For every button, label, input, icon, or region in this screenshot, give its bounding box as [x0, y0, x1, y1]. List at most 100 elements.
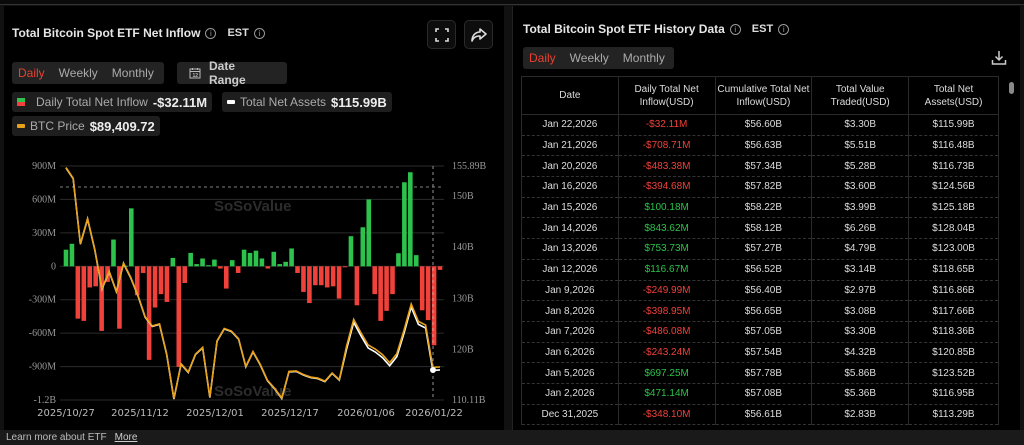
table-row[interactable]: Jan 16,2026 -$394.68M $57.82B $3.60B $124.56…: [521, 176, 999, 198]
inflow-bar[interactable]: [146, 266, 152, 360]
inflow-bar[interactable]: [330, 266, 336, 287]
inflow-bar[interactable]: [229, 260, 235, 267]
inflow-bar[interactable]: [372, 266, 377, 295]
download-button[interactable]: [991, 50, 1007, 71]
inflow-bar[interactable]: [63, 249, 69, 267]
inflow-bar[interactable]: [295, 266, 300, 273]
inflow-bar[interactable]: [194, 264, 199, 267]
info-icon[interactable]: i: [205, 27, 217, 39]
tab-monthly[interactable]: Monthly: [622, 51, 665, 65]
inflow-bar[interactable]: [431, 266, 437, 346]
table-row[interactable]: Jan 21,2026 -$708.71M $56.63B $5.51B $116.48…: [521, 135, 999, 157]
inflow-bar[interactable]: [75, 266, 81, 319]
inflow-bar[interactable]: [378, 266, 383, 321]
inflow-bar[interactable]: [313, 266, 318, 286]
inflow-bar[interactable]: [117, 266, 122, 329]
inflow-bar[interactable]: [396, 253, 401, 267]
tab-monthly[interactable]: Monthly: [111, 66, 154, 80]
col-value-traded[interactable]: Total Value Traded(USD): [811, 76, 910, 115]
inflow-bar[interactable]: [402, 182, 407, 267]
inflow-bar[interactable]: [241, 249, 247, 267]
table-row[interactable]: Jan 9,2026 -$249.99M $56.40B $2.97B $116.86B: [521, 280, 999, 302]
inflow-bar[interactable]: [408, 172, 413, 267]
table-row[interactable]: Jan 12,2026 $116.67M $56.52B $3.14B $118.65B: [521, 259, 999, 281]
table-row[interactable]: Jan 20,2026 -$483.38M $57.34B $5.28B $116.73…: [521, 155, 999, 178]
fullscreen-button[interactable]: [427, 20, 456, 49]
inflow-bar[interactable]: [336, 266, 342, 299]
inflow-bar[interactable]: [134, 266, 140, 296]
table-row[interactable]: Jan 8,2026 -$398.95M $56.65B $3.08B $117.66B: [521, 300, 999, 322]
inflow-bar[interactable]: [158, 266, 164, 295]
table-row[interactable]: Jan 14,2026 $843.62M $58.12B $6.26B $128.04B: [521, 217, 999, 240]
table-row[interactable]: Jan 6,2026 -$243.24M $57.54B $4.32B $120.85B: [521, 342, 999, 364]
inflow-bar[interactable]: [206, 265, 211, 267]
table-row[interactable]: Jan 13,2026 $753.73M $57.27B $4.79B $123.00B: [521, 238, 999, 260]
inflow-bar[interactable]: [129, 208, 134, 267]
inflow-bar[interactable]: [223, 266, 229, 289]
inflow-bar[interactable]: [140, 266, 146, 273]
inflow-bar[interactable]: [265, 266, 271, 269]
inflow-bar[interactable]: [354, 266, 360, 306]
inflow-bar[interactable]: [69, 243, 75, 267]
date-range-button[interactable]: 12 Date Range: [177, 59, 287, 87]
inflow-bar[interactable]: [318, 266, 324, 286]
inflow-bar[interactable]: [164, 266, 170, 302]
inflow-bar[interactable]: [324, 266, 330, 288]
inflow-bar[interactable]: [235, 266, 241, 273]
info-icon[interactable]: i: [729, 23, 741, 35]
inflow-bar[interactable]: [218, 266, 223, 269]
legend-net-inflow[interactable]: Daily Total Net Inflow -$32.11M: [12, 92, 213, 112]
inflow-bar[interactable]: [419, 266, 425, 311]
table-row[interactable]: Dec 31,2025 -$348.10M $56.61B $2.83B $113.29…: [521, 404, 999, 426]
inflow-bar[interactable]: [390, 266, 395, 295]
inflow-bar[interactable]: [99, 266, 104, 331]
more-link[interactable]: More: [114, 432, 138, 443]
inflow-bar[interactable]: [301, 266, 306, 292]
table-row[interactable]: Jan 15,2026 $100.18M $58.22B $3.99B $125.18B: [521, 197, 999, 219]
inflow-bar[interactable]: [188, 252, 193, 267]
inflow-bar[interactable]: [247, 252, 253, 267]
table-row[interactable]: Jan 22,2026 -$32.11M $56.60B $3.30B $115.99B: [521, 114, 999, 136]
legend-btc-price[interactable]: BTC Price $89,409.72: [12, 116, 160, 136]
inflow-bar[interactable]: [413, 255, 419, 267]
table-row[interactable]: Jan 2,2026 $471.14M $57.08B $5.36B $116.95B: [521, 383, 999, 405]
timezone-info-icon[interactable]: i: [778, 23, 790, 35]
share-button[interactable]: [464, 20, 493, 49]
inflow-bar[interactable]: [212, 259, 217, 267]
inflow-bar[interactable]: [277, 264, 283, 267]
inflow-bar[interactable]: [253, 250, 259, 267]
inflow-bar[interactable]: [170, 257, 176, 267]
inflow-bar[interactable]: [366, 199, 372, 267]
inflow-bar[interactable]: [283, 261, 288, 267]
inflow-bar[interactable]: [182, 266, 188, 283]
tab-weekly[interactable]: Weekly: [58, 66, 98, 80]
inflow-bar[interactable]: [342, 266, 348, 268]
legend-net-assets[interactable]: Total Net Assets $115.99B: [222, 92, 392, 112]
inflow-bar[interactable]: [259, 258, 265, 267]
inflow-bar[interactable]: [87, 266, 93, 288]
inflow-bar[interactable]: [425, 266, 431, 321]
inflow-bar[interactable]: [437, 266, 443, 270]
inflow-bar[interactable]: [152, 266, 158, 308]
table-row[interactable]: Jan 5,2026 $697.25M $57.78B $5.86B $123.52B: [521, 362, 999, 384]
inflow-bar[interactable]: [271, 251, 277, 267]
col-net-assets[interactable]: Total Net Assets(USD): [908, 76, 999, 115]
tab-weekly[interactable]: Weekly: [569, 51, 609, 65]
net-inflow-chart[interactable]: 900M 600M 300M 0 -300M -600M -900M -1.2B 155.89B…: [4, 156, 504, 430]
inflow-bar[interactable]: [307, 266, 312, 304]
inflow-bar[interactable]: [81, 266, 87, 321]
inflow-bar[interactable]: [176, 266, 182, 367]
inflow-bar[interactable]: [111, 239, 116, 267]
col-date[interactable]: Date: [521, 76, 619, 115]
inflow-bar[interactable]: [93, 266, 98, 287]
col-cumulative-inflow[interactable]: Cumulative Total Net Inflow(USD): [714, 76, 813, 115]
col-daily-inflow[interactable]: Daily Total Net Inflow(USD): [617, 76, 716, 115]
inflow-bar[interactable]: [384, 266, 389, 311]
tab-daily[interactable]: Daily: [18, 66, 45, 80]
inflow-bar[interactable]: [348, 236, 354, 267]
timezone-info-icon[interactable]: i: [253, 27, 265, 39]
table-scrollbar[interactable]: [1009, 82, 1014, 94]
inflow-bar[interactable]: [200, 258, 205, 267]
inflow-bar[interactable]: [289, 248, 294, 267]
table-row[interactable]: Jan 7,2026 -$486.08M $57.05B $3.30B $118.36B: [521, 321, 999, 343]
